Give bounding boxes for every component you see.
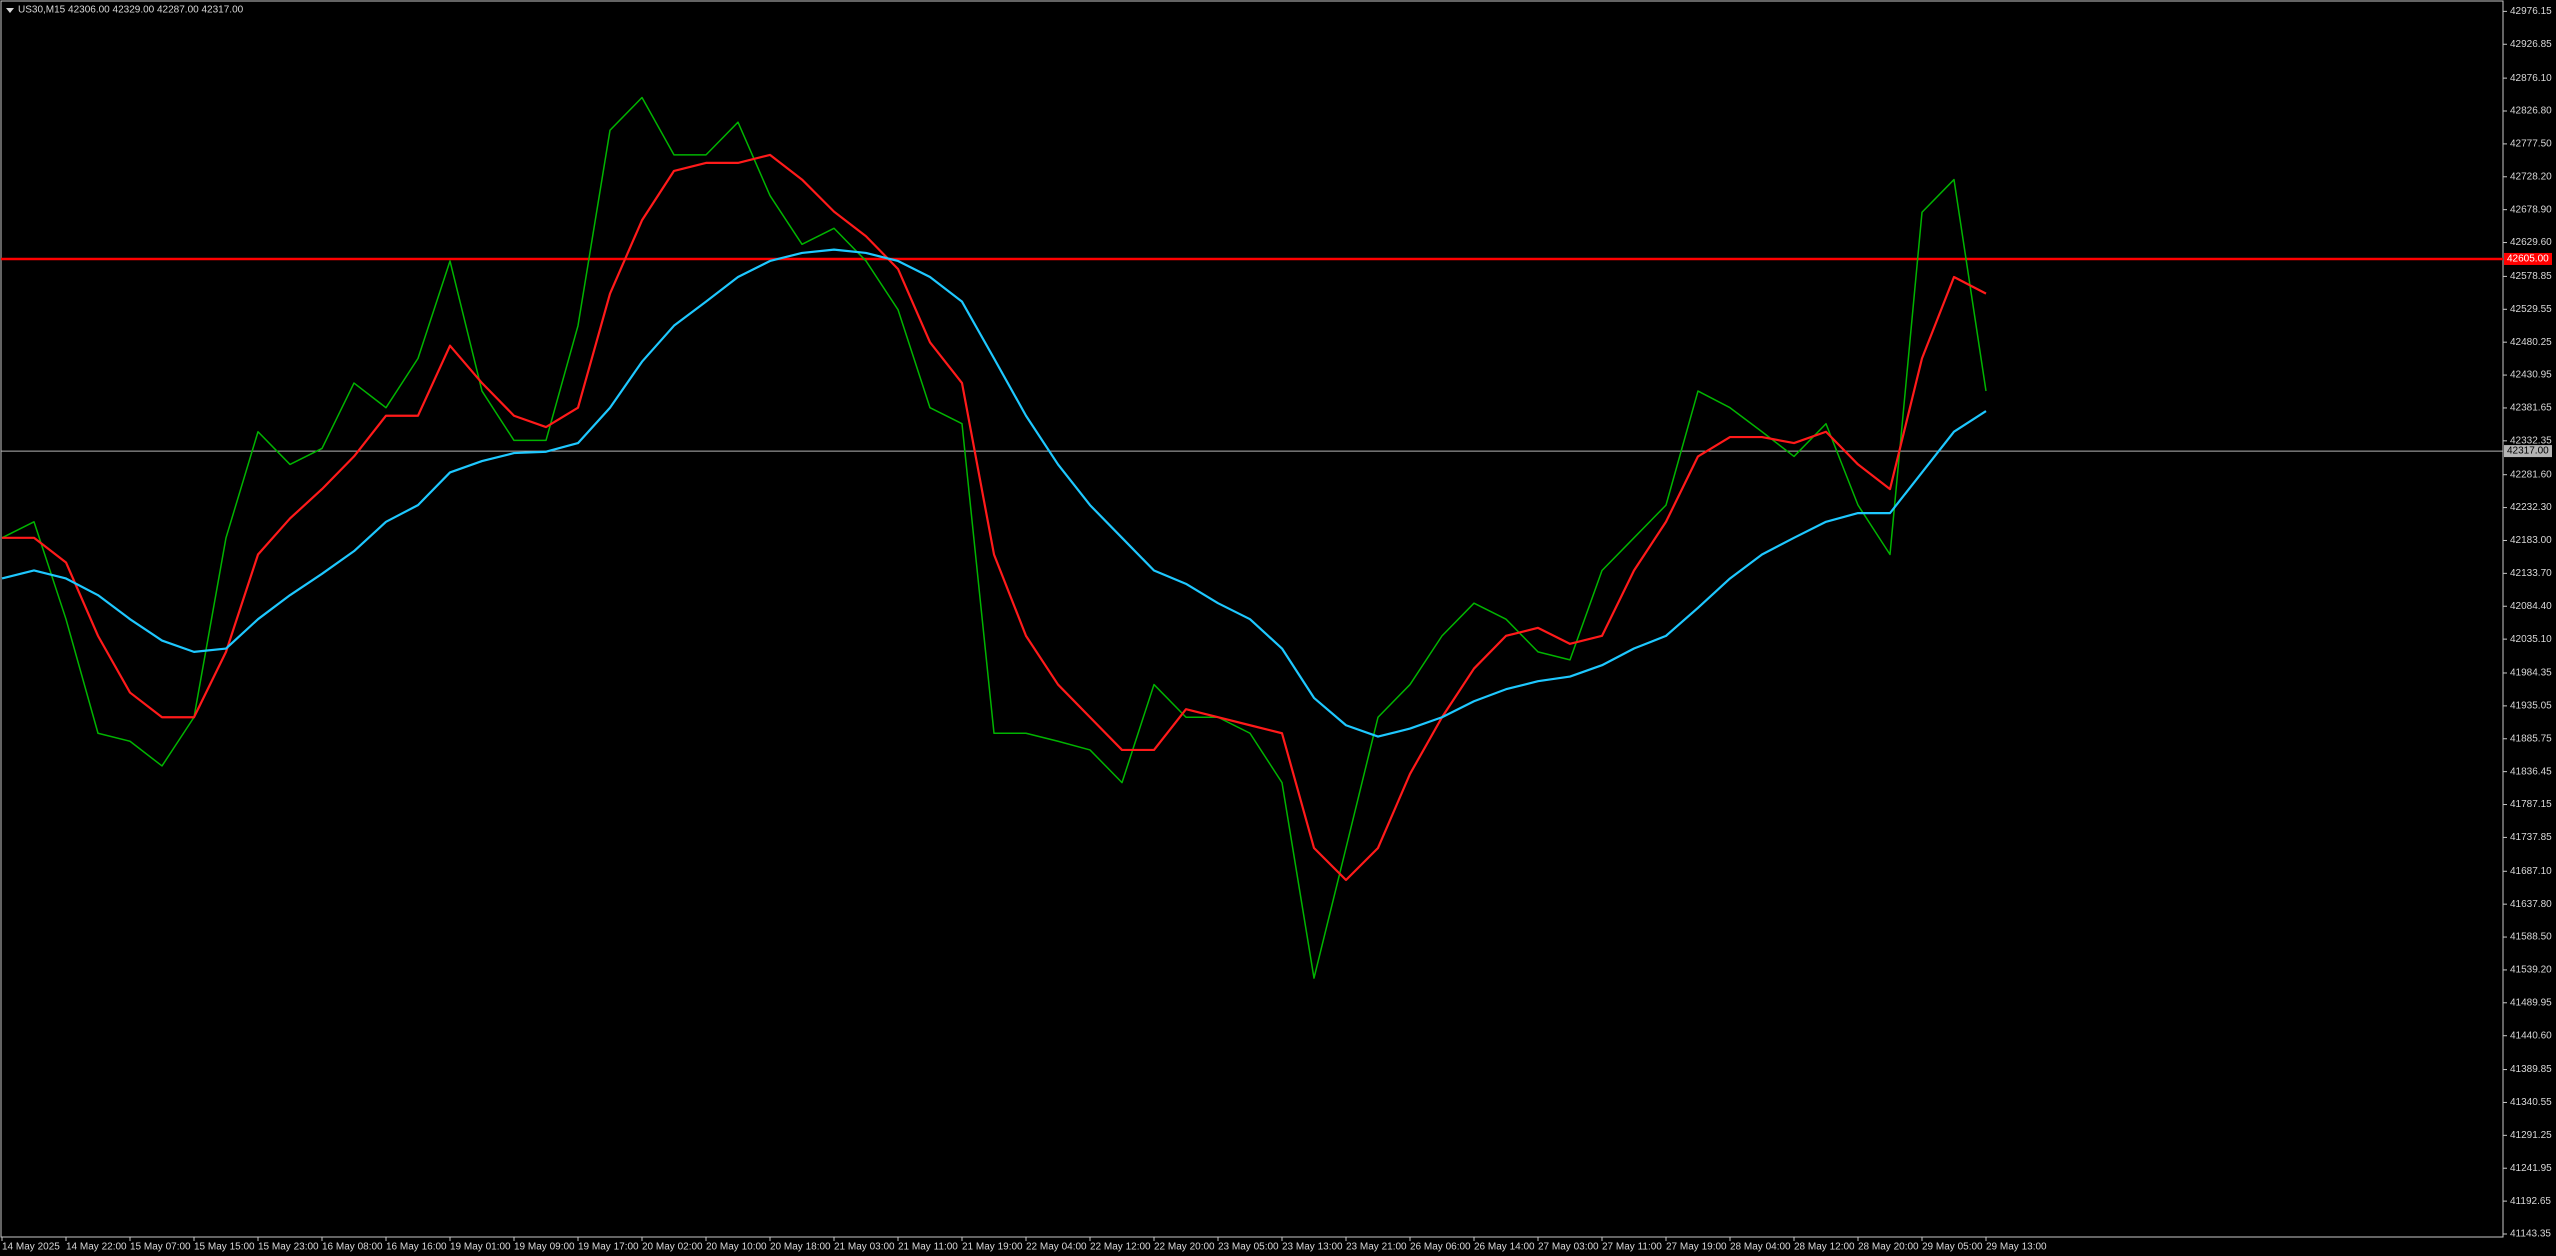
- y-tick-label: 42332.35: [2510, 435, 2552, 446]
- x-tick-label: 19 May 09:00: [514, 1242, 575, 1253]
- x-tick-label: 28 May 20:00: [1858, 1242, 1919, 1253]
- y-tick-label: 42777.50: [2510, 139, 2552, 150]
- y-tick-label: 42678.90: [2510, 204, 2552, 215]
- y-tick-label: 41935.05: [2510, 701, 2552, 712]
- y-tick-label: 41836.45: [2510, 766, 2552, 777]
- x-tick-label: 28 May 04:00: [1730, 1242, 1791, 1253]
- y-tick-label: 42876.10: [2510, 73, 2552, 84]
- y-tick-label: 41687.10: [2510, 866, 2552, 877]
- y-tick-label: 42976.15: [2510, 6, 2552, 17]
- x-tick-label: 21 May 03:00: [834, 1242, 895, 1253]
- y-tick-label: 42826.80: [2510, 106, 2552, 117]
- x-tick-label: 22 May 20:00: [1154, 1242, 1215, 1253]
- y-tick-label: 41440.60: [2510, 1030, 2552, 1041]
- x-tick-label: 21 May 19:00: [962, 1242, 1023, 1253]
- y-tick-label: 42133.70: [2510, 568, 2552, 579]
- x-tick-label: 19 May 17:00: [578, 1242, 639, 1253]
- x-tick-label: 20 May 02:00: [642, 1242, 703, 1253]
- y-tick-label: 42084.40: [2510, 601, 2552, 612]
- y-tick-label: 41143.35: [2510, 1229, 2551, 1240]
- y-tick-label: 41539.20: [2510, 965, 2552, 976]
- x-tick-label: 23 May 21:00: [1346, 1242, 1407, 1253]
- y-tick-label: 41291.25: [2510, 1130, 2552, 1141]
- y-tick-label: 41340.55: [2510, 1097, 2552, 1108]
- x-tick-label: 27 May 11:00: [1602, 1242, 1662, 1253]
- y-tick-label: 42281.60: [2510, 469, 2552, 480]
- y-tick-label: 41737.85: [2510, 832, 2552, 843]
- x-tick-label: 26 May 06:00: [1410, 1242, 1471, 1253]
- y-tick-label: 41637.80: [2510, 899, 2552, 910]
- y-tick-label: 41588.50: [2510, 932, 2552, 943]
- x-tick-label: 15 May 07:00: [130, 1242, 191, 1253]
- price-label: 42317.00: [2507, 446, 2549, 457]
- y-tick-label: 42035.10: [2510, 634, 2552, 645]
- x-tick-label: 22 May 12:00: [1090, 1242, 1151, 1253]
- price-line-series: [1, 96, 1987, 979]
- y-tick-label: 42578.85: [2510, 271, 2552, 282]
- x-tick-label: 22 May 04:00: [1026, 1242, 1087, 1253]
- x-tick-label: 21 May 11:00: [898, 1242, 958, 1253]
- y-tick-label: 41241.95: [2510, 1163, 2552, 1174]
- x-tick-label: 15 May 15:00: [194, 1242, 255, 1253]
- x-tick-label: 15 May 23:00: [258, 1242, 319, 1253]
- y-tick-label: 42529.55: [2510, 304, 2552, 315]
- menu-arrow[interactable]: [6, 8, 14, 13]
- x-tick-label: 20 May 10:00: [706, 1242, 767, 1253]
- x-tick-label: 27 May 03:00: [1538, 1242, 1599, 1253]
- y-tick-label: 42430.95: [2510, 370, 2552, 381]
- x-tick-label: 16 May 08:00: [322, 1242, 383, 1253]
- price-label-box: [2504, 445, 2552, 458]
- y-tick-label: 42629.60: [2510, 237, 2552, 248]
- moving-average: [2, 153, 1987, 882]
- x-tick-label: 27 May 19:00: [1666, 1242, 1727, 1253]
- x-tick-label: 28 May 12:00: [1794, 1242, 1855, 1253]
- y-tick-label: 41984.35: [2510, 668, 2552, 679]
- y-tick-label: 41787.15: [2510, 799, 2552, 810]
- y-tick-label: 42183.00: [2510, 535, 2552, 546]
- x-tick-label: 19 May 01:00: [450, 1242, 511, 1253]
- price-label: 42605.00: [2507, 254, 2549, 265]
- y-tick-label: 41192.65: [2510, 1196, 2551, 1207]
- plot-frame: [0, 0, 2504, 1238]
- x-tick-label: 29 May 05:00: [1922, 1242, 1983, 1253]
- y-tick-label: 42381.65: [2510, 403, 2552, 414]
- y-tick-label: 42926.85: [2510, 39, 2552, 50]
- x-tick-label: 26 May 14:00: [1474, 1242, 1535, 1253]
- y-tick-label: 41885.75: [2510, 733, 2552, 744]
- y-tick-label: 42480.25: [2510, 337, 2552, 348]
- x-tick-label: 20 May 18:00: [770, 1242, 831, 1253]
- price-label-box: [2504, 252, 2552, 265]
- x-tick-label: 29 May 13:00: [1986, 1242, 2047, 1253]
- y-tick-label: 41389.85: [2510, 1064, 2552, 1075]
- x-tick-label: 23 May 05:00: [1218, 1242, 1279, 1253]
- y-tick-label: 42728.20: [2510, 171, 2552, 182]
- x-tick-label: 16 May 16:00: [386, 1242, 447, 1253]
- moving-average: [1, 248, 1987, 738]
- x-tick-label: 23 May 13:00: [1282, 1242, 1343, 1253]
- y-tick-label: 42232.30: [2510, 502, 2552, 513]
- chart-title: US30,M15 42306.00 42329.00 42287.00 4231…: [18, 5, 244, 16]
- y-tick-label: 41489.95: [2510, 997, 2552, 1008]
- x-tick-label: 14 May 2025: [2, 1242, 60, 1253]
- x-tick-label: 14 May 22:00: [66, 1242, 127, 1253]
